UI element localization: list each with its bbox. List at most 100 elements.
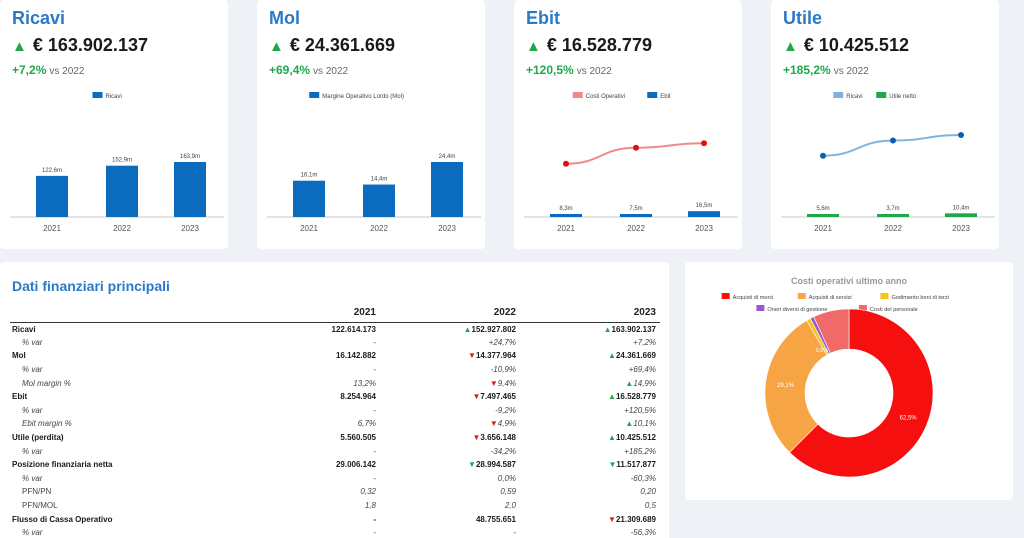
- pie-data-label: 62,5%: [900, 415, 918, 421]
- table-cell: ▼4,9%: [380, 417, 520, 431]
- bar: [293, 180, 325, 217]
- up-arrow-icon: ▲: [269, 38, 284, 55]
- row-label: % var: [22, 337, 43, 347]
- kpi-delta-value: +7,2%: [12, 63, 47, 77]
- table-cell: 5.560.505: [240, 431, 380, 445]
- row-label: Posizione finanziaria netta: [12, 460, 113, 470]
- up-arrow-icon: ▲: [12, 38, 27, 55]
- up-arrow-icon: ▲: [625, 378, 634, 388]
- table-cell: -: [380, 526, 520, 538]
- table-cell: ▼9,4%: [380, 376, 520, 390]
- legend-label: Acquisti di servizi: [809, 295, 852, 301]
- kpi-title: Mol: [269, 8, 300, 28]
- kpi-delta-vs: vs 2022: [576, 66, 612, 77]
- row-label: Ebit: [12, 392, 28, 402]
- bar: [363, 184, 395, 217]
- financial-table-card: Dati finanziari principali 2021 2022 202…: [0, 262, 669, 538]
- cell-value: 14,9%: [633, 378, 656, 388]
- kpi-value: ▲ € 10.425.512: [783, 35, 909, 56]
- table-row: % var - -34,2% +185,2%: [10, 444, 660, 458]
- table-cell: 1,8: [240, 499, 380, 513]
- legend-swatch: [309, 92, 320, 98]
- bar: [431, 162, 463, 217]
- table-cell: 13,2%: [240, 376, 380, 390]
- legend-label: Ebit: [660, 94, 671, 100]
- down-arrow-icon: ▼: [472, 392, 481, 402]
- cell-value: -: [373, 473, 376, 483]
- bar: [36, 175, 68, 217]
- cell-value: 152.927.802: [471, 324, 517, 334]
- kpi-chart-mol: Margine Operativo Lordo (Mol) 2021 2022 202…: [267, 92, 481, 233]
- up-arrow-icon: ▲: [625, 419, 634, 429]
- kpi-value: ▲ € 163.902.137: [12, 35, 148, 56]
- row-label: % var: [22, 365, 43, 375]
- up-arrow-icon: ▲: [608, 351, 616, 361]
- table-row: Flusso di Cassa Operativo - 48.755.651 ▼21.…: [10, 512, 660, 526]
- cell-value: 0,59: [500, 487, 516, 497]
- cell-value: +7,2%: [633, 337, 656, 347]
- table-cell: 48.755.651: [380, 512, 520, 526]
- row-label: % var: [22, 473, 43, 483]
- row-label: % var: [22, 405, 43, 415]
- legend-swatch: [647, 92, 658, 98]
- pie-title: Costi operativi ultimo anno: [791, 276, 908, 286]
- table-body: Ricavi 122.614.173 ▲152.927.802 ▲163.902.13…: [10, 322, 660, 538]
- cell-value: 3.656.148: [480, 433, 516, 443]
- table-cell: -: [240, 363, 380, 377]
- row-label: Utile (perdita): [12, 433, 64, 443]
- kpi-delta-value: +120,5%: [526, 63, 574, 77]
- table-cell: -: [240, 444, 380, 458]
- pie-slice: [764, 320, 828, 453]
- table-cell: +69,4%: [520, 363, 660, 377]
- table-row: % var - - -56,3%: [10, 526, 660, 538]
- up-arrow-icon: ▲: [608, 392, 616, 402]
- kpi-chart-ebit: Costi Operativi Ebit 2021 2022 2023 8,3m 7,5m 1…: [524, 92, 738, 233]
- kpi-title: Ebit: [526, 8, 560, 28]
- bar-data-label: 14,4m: [371, 177, 388, 183]
- row-label: Flusso di Cassa Operativo: [12, 514, 113, 524]
- table-cell: 122.614.173: [240, 322, 380, 336]
- table-cell: ▲10.425.512: [520, 431, 660, 445]
- x-tick-label: 2021: [300, 224, 318, 233]
- header-2023: 2023: [520, 304, 660, 323]
- cell-value: 10,1%: [633, 419, 656, 429]
- table-cell: ▼14.377.964: [380, 349, 520, 363]
- line-point: [958, 132, 964, 139]
- cell-value: +69,4%: [628, 365, 656, 375]
- down-arrow-icon: ▼: [608, 460, 617, 470]
- bar-data-label: 24,4m: [439, 154, 456, 160]
- line-point: [563, 160, 569, 167]
- cell-value: -: [373, 514, 376, 524]
- table-row: % var - 0,0% -60,3%: [10, 472, 660, 486]
- cell-value: -: [373, 365, 376, 375]
- cell-value: 11.517.877: [616, 460, 656, 470]
- legend-label: Oneri diversi di gestione: [767, 307, 827, 313]
- legend-swatch: [572, 92, 583, 98]
- table-cell: +7,2%: [520, 336, 660, 350]
- table-cell: 0,20: [520, 485, 660, 499]
- bar: [106, 165, 138, 217]
- cell-value: -9,2%: [495, 405, 516, 415]
- up-arrow-icon: ▲: [526, 38, 541, 55]
- table-title: Dati finanziari principali: [12, 278, 170, 294]
- table-row: Ebit 8.254.964 ▼7.497.465 ▲16.528.779: [10, 390, 660, 404]
- line-point: [890, 137, 896, 144]
- row-label: PFN/PN: [22, 487, 52, 497]
- kpi-value-text: € 163.902.137: [32, 35, 148, 55]
- table-row: Posizione finanziaria netta 29.006.142 ▼28…: [10, 458, 660, 472]
- up-arrow-icon: ▲: [463, 324, 472, 334]
- cell-value: 0,5: [644, 501, 656, 511]
- table-cell: ▲10,1%: [520, 417, 660, 431]
- kpi-delta: +7,2% vs 2022: [12, 63, 84, 77]
- table-cell: 0,32: [240, 485, 380, 499]
- down-arrow-icon: ▼: [468, 460, 476, 470]
- kpi-delta: +185,2% vs 2022: [783, 63, 869, 77]
- kpi-value: ▲ € 24.361.669: [269, 35, 395, 56]
- table-cell: +120,5%: [520, 404, 660, 418]
- down-arrow-icon: ▼: [468, 351, 476, 361]
- line-point: [820, 152, 826, 159]
- cell-value: 7.497.465: [480, 392, 516, 402]
- kpi-value-text: € 24.361.669: [289, 35, 395, 55]
- pie-slice: [789, 308, 934, 478]
- bar: [877, 214, 909, 217]
